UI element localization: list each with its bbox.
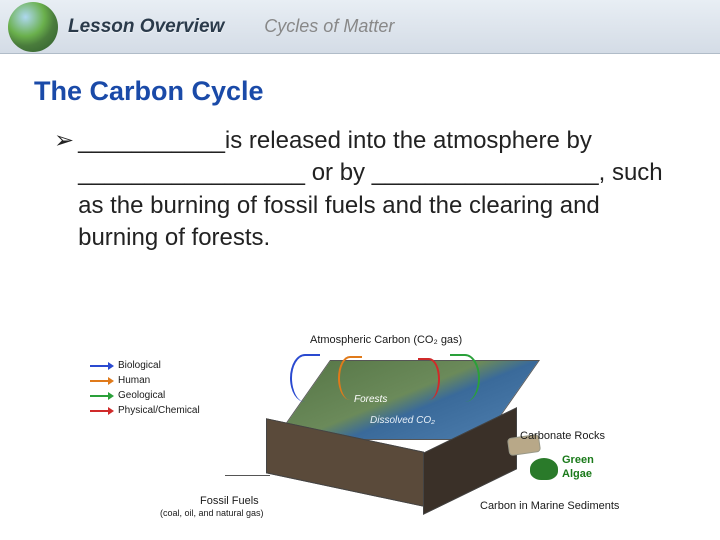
legend-item: Biological bbox=[90, 360, 200, 371]
legend: Biological Human Geological Physical/Che… bbox=[90, 360, 200, 420]
label-algae-1: Green bbox=[562, 454, 594, 466]
label-fossil-fuels: Fossil Fuels bbox=[200, 495, 259, 507]
label-marine: Carbon in Marine Sediments bbox=[480, 500, 619, 512]
label-carbonate: Carbonate Rocks bbox=[520, 430, 605, 442]
bullet-arrow-icon: ➢ bbox=[54, 125, 74, 156]
breadcrumb: Cycles of Matter bbox=[264, 16, 394, 37]
legend-item: Physical/Chemical bbox=[90, 405, 200, 416]
label-algae-2: Algae bbox=[562, 468, 592, 480]
lesson-label: Lesson Overview bbox=[68, 16, 224, 38]
leader-line bbox=[225, 475, 270, 476]
legend-arrow-icon bbox=[90, 407, 114, 415]
legend-label: Physical/Chemical bbox=[118, 405, 200, 416]
algae-icon bbox=[530, 458, 558, 480]
label-atmospheric: Atmospheric Carbon (CO₂ gas) bbox=[310, 334, 462, 346]
diagram: Biological Human Geological Physical/Che… bbox=[80, 330, 640, 530]
cycle-arrow-icon bbox=[418, 358, 440, 400]
label-dissolved: Dissolved CO₂ bbox=[370, 415, 435, 426]
slide-title: The Carbon Cycle bbox=[34, 76, 686, 107]
slide-content: The Carbon Cycle ➢ ___________is release… bbox=[0, 54, 720, 255]
legend-arrow-icon bbox=[90, 377, 114, 385]
diagram-wrap: Biological Human Geological Physical/Che… bbox=[0, 330, 720, 530]
legend-label: Human bbox=[118, 375, 150, 386]
legend-arrow-icon bbox=[90, 392, 114, 400]
legend-label: Biological bbox=[118, 360, 161, 371]
globe-icon bbox=[8, 2, 58, 52]
label-fossil-fuels-sub: (coal, oil, and natural gas) bbox=[160, 508, 264, 518]
cycle-arrow-icon bbox=[290, 354, 320, 402]
bullet-text: ___________is released into the atmosphe… bbox=[78, 125, 686, 255]
label-forests: Forests bbox=[354, 394, 387, 405]
legend-arrow-icon bbox=[90, 362, 114, 370]
bullet-row: ➢ ___________is released into the atmosp… bbox=[34, 125, 686, 255]
header-band: Lesson Overview Cycles of Matter bbox=[0, 0, 720, 54]
legend-label: Geological bbox=[118, 390, 165, 401]
cycle-arrow-icon bbox=[450, 354, 480, 402]
legend-item: Geological bbox=[90, 390, 200, 401]
legend-item: Human bbox=[90, 375, 200, 386]
